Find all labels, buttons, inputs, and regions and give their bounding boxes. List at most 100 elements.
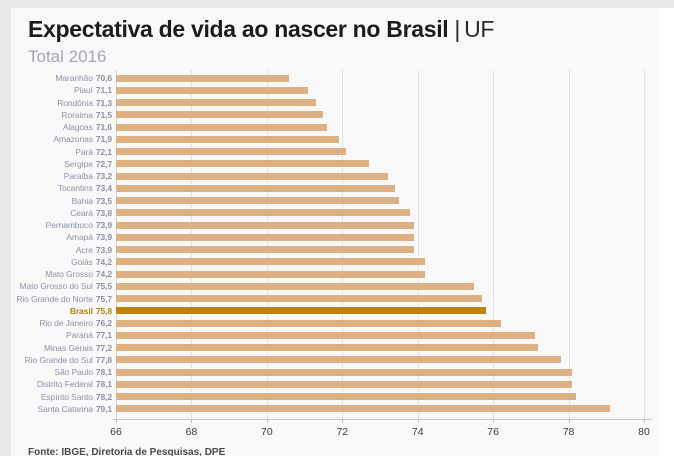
category-value: 74,2 [95,256,112,267]
x-axis-tick-label: 66 [110,426,122,438]
bar [116,380,573,388]
bar-row-label: Distrito Federal 78,1 [11,378,112,390]
bar [116,86,309,94]
x-axis-tick-label: 74 [411,426,424,438]
bar-row-label: Amazonas 71,9 [11,133,112,145]
x-axis-tick [493,419,495,423]
page-edge-left [0,8,11,456]
bar-track [116,342,644,354]
bar-track [116,97,644,109]
category-name: Sergipe [64,158,93,169]
category-name: Mato Grosso [45,269,93,280]
category-name: Goiás [71,256,93,267]
chart-title-separator: | [454,16,461,42]
bar [116,160,369,168]
category-value: 77,8 [95,354,112,365]
category-value: 75,8 [95,305,112,316]
bar-row-label: Rio Grande do Sul 77,8 [11,354,112,366]
bar [116,111,324,119]
bar-row-label: Piauí 71,1 [11,84,112,96]
bar-track [116,231,644,243]
category-name: Paraná [66,330,93,341]
category-value: 75,5 [95,281,112,292]
bar-row-label: Ceará 73,8 [11,207,112,219]
chart-title-suffix: UF [464,16,495,42]
bar-track [116,244,644,256]
bar-row: Amazonas 71,9 [11,133,644,145]
category-name: Tocantins [57,183,93,194]
category-name: Acre [75,244,93,255]
bar [116,331,535,339]
bar [116,99,316,107]
bar-track [116,170,644,182]
bar-row: Paraná 77,1 [11,329,644,341]
category-value: 73,5 [95,195,112,206]
bar-row: Pernambuco 73,9 [11,219,644,231]
bar-track [116,305,644,317]
x-axis-tick [417,419,419,423]
category-value: 71,5 [95,109,112,120]
bar-row-label: Alagoas 71,6 [11,121,112,133]
chart-subtitle: Total 2016 [28,47,107,66]
category-name: Pernambuco [45,220,93,231]
bar-row: Roraima 71,5 [11,109,644,121]
bar [116,368,573,376]
category-value: 71,3 [95,97,112,108]
x-axis-tick-label: 68 [185,426,198,438]
bar [116,123,328,131]
category-value: 73,2 [95,171,112,182]
bar-row-label: São Paulo 78,1 [11,366,113,378]
category-name: Amapá [66,232,93,243]
chart-title-main: Expectativa de vida ao nascer no Brasil [28,16,449,42]
bar-row: Maranhão 70,6 [11,72,644,84]
bar-track [116,391,644,403]
bar-row: Pará 72,1 [11,146,644,158]
gridline [116,70,117,419]
bar [116,184,396,192]
bar-row: Brasil 75,8 [11,305,644,317]
bar-track [116,403,644,415]
gridline [568,70,570,419]
bar-track [116,268,644,280]
bar-row: Piauí 71,1 [11,84,644,96]
bar-row-label: Brasil 75,8 [11,305,112,317]
category-name: Pará [75,146,93,157]
bar [116,344,539,352]
x-axis-line [113,419,652,420]
bar [116,307,486,315]
category-name: Bahia [71,195,93,206]
x-axis-tick-label: 76 [487,426,499,438]
gridline [266,70,268,419]
bar-row-label: Rio Grande do Norte 75,7 [11,293,112,305]
category-value: 78,2 [95,391,112,402]
x-axis-tick [342,419,344,423]
category-name: Santa Catarina [37,403,93,414]
bar-track [116,280,644,292]
bar-row: Minas Gerais 77,2 [11,342,644,354]
bar-row-label: Amapá 73,9 [11,231,112,243]
bar-row: Ceará 73,8 [11,207,644,219]
x-axis-tick [568,419,570,423]
bar-row-label: Roraima 71,5 [11,109,112,121]
x-axis-tick-label: 80 [638,426,650,438]
category-name: Paraíba [63,171,93,182]
gridlines [116,70,645,419]
bar-track [116,378,644,390]
bar-row: Tocantins 73,4 [11,182,644,194]
bar-row: Bahia 73,5 [11,195,644,207]
bar-track [116,195,644,207]
category-name: Brasil [69,305,93,316]
bar-track [116,72,644,84]
category-value: 77,1 [95,330,112,341]
chart-title: Expectativa de vida ao nascer no Brasil |… [28,14,494,44]
category-value: 73,9 [95,220,112,231]
x-axis-tick-label: 72 [336,426,349,438]
bar-row: Amapá 73,9 [11,231,644,243]
bar-track [116,329,644,341]
bar [116,221,414,229]
bar [116,246,414,254]
x-axis-tick [116,419,117,423]
bar-track [116,182,644,194]
page-edge-top [0,0,674,8]
category-name: Rondônia [57,97,93,108]
